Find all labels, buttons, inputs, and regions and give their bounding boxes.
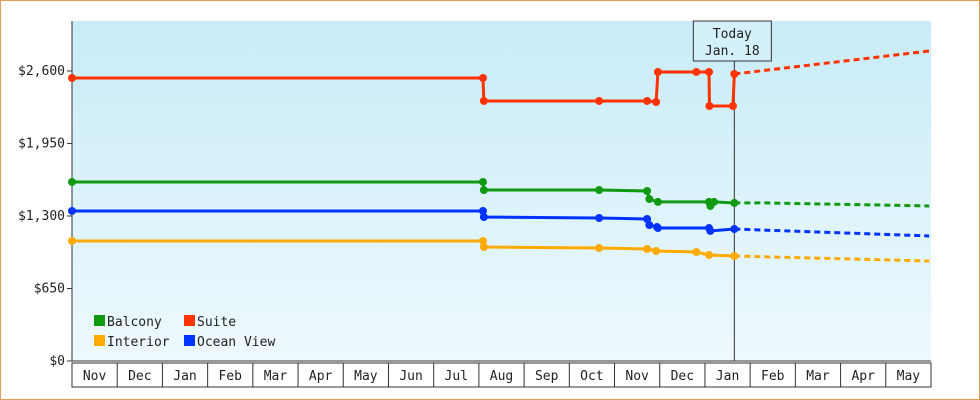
legend-label: Interior <box>107 335 170 350</box>
x-tick-label: Feb <box>761 369 785 384</box>
data-point <box>728 102 737 110</box>
x-tick-label: Jul <box>445 369 468 384</box>
data-point <box>595 244 604 253</box>
data-point <box>68 236 76 245</box>
data-point <box>595 185 604 194</box>
data-point <box>68 206 76 215</box>
data-point <box>478 177 487 186</box>
data-point <box>645 195 654 204</box>
x-tick-label: Sep <box>535 369 559 384</box>
x-tick-label: Dec <box>128 369 151 384</box>
data-point <box>478 236 487 245</box>
legend-swatch <box>184 335 195 346</box>
legend-swatch <box>94 315 105 326</box>
data-point <box>479 242 488 251</box>
data-point <box>645 221 654 230</box>
y-tick-label: $2,600 <box>18 64 65 79</box>
data-point <box>643 214 652 223</box>
x-tick-label: Apr <box>309 369 333 384</box>
y-tick-label: $0 <box>49 354 65 369</box>
data-point <box>653 197 662 206</box>
x-tick-label: Feb <box>218 369 242 384</box>
today-label: Today <box>713 27 752 42</box>
data-point <box>730 252 739 261</box>
forecast-line <box>734 227 930 238</box>
data-point <box>68 177 76 186</box>
data-point <box>595 96 604 105</box>
x-tick-label: Nov <box>83 369 107 384</box>
data-point <box>730 225 739 234</box>
x-tick-label: Jan <box>716 369 739 384</box>
data-point <box>652 247 661 256</box>
forecast-line <box>734 49 930 76</box>
x-tick-label: May <box>897 369 921 384</box>
forecast-line <box>734 254 930 263</box>
data-point <box>643 96 652 105</box>
data-point <box>692 248 701 257</box>
y-tick-label: $1,300 <box>18 209 65 224</box>
data-point <box>705 67 714 76</box>
legend-label: Balcony <box>107 315 162 330</box>
legend-swatch <box>184 315 195 326</box>
data-point <box>692 67 701 76</box>
legend-label: Ocean View <box>197 335 275 350</box>
x-tick-label: Jan <box>173 369 196 384</box>
data-point <box>479 212 488 221</box>
forecast-line <box>734 201 930 208</box>
x-tick-label: Mar <box>806 369 830 384</box>
data-point <box>706 226 715 235</box>
data-point <box>705 102 714 110</box>
x-tick-label: Dec <box>671 369 694 384</box>
data-point <box>643 187 652 195</box>
legend-swatch <box>94 335 105 346</box>
data-point <box>730 198 739 207</box>
data-point <box>653 67 662 76</box>
data-point <box>643 245 652 254</box>
data-point <box>653 224 662 233</box>
today-box <box>692 20 772 62</box>
data-point <box>68 74 76 83</box>
data-point <box>730 69 739 78</box>
y-tick-label: $1,950 <box>18 136 65 151</box>
data-point <box>709 197 718 206</box>
today-label: Jan. 18 <box>705 44 760 59</box>
data-point <box>705 251 714 260</box>
x-tick-label: Apr <box>851 369 875 384</box>
legend-label: Suite <box>197 315 236 330</box>
x-tick-label: May <box>354 369 378 384</box>
x-tick-label: Oct <box>580 369 603 384</box>
x-tick-label: Jun <box>399 369 422 384</box>
data-point <box>595 213 604 222</box>
x-tick-label: Mar <box>264 369 288 384</box>
data-point <box>478 74 487 83</box>
x-tick-label: Aug <box>490 369 513 384</box>
x-axis-band <box>71 362 932 388</box>
data-point <box>479 185 488 194</box>
x-tick-label: Nov <box>625 369 649 384</box>
data-point <box>479 96 488 105</box>
data-point <box>478 206 487 215</box>
y-tick-label: $650 <box>34 281 65 296</box>
data-point <box>652 97 661 106</box>
